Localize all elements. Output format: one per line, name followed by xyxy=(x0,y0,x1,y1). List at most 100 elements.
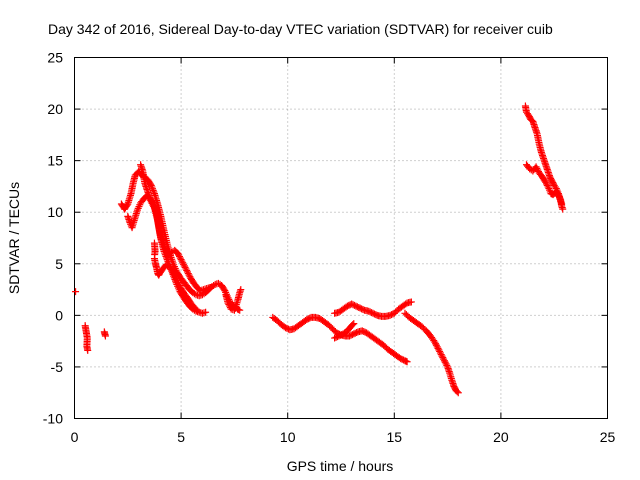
y-axis-label: SDTVAR / TECUs xyxy=(6,182,22,294)
x-tick-label: 0 xyxy=(71,429,79,445)
plus-point xyxy=(184,270,192,278)
series-seg-j xyxy=(269,313,411,366)
plus-point xyxy=(442,360,450,368)
plus-point xyxy=(180,262,188,270)
plus-point xyxy=(149,185,157,193)
plus-point xyxy=(545,184,553,192)
plus-point xyxy=(555,192,563,200)
plus-point xyxy=(147,181,155,189)
plus-point xyxy=(553,189,561,197)
plus-point xyxy=(163,256,171,264)
data-points xyxy=(72,102,567,397)
plus-point xyxy=(177,256,185,264)
plus-point xyxy=(225,301,233,309)
plus-point xyxy=(148,199,156,207)
plus-point xyxy=(202,308,210,316)
plus-point xyxy=(185,271,193,279)
plus-point xyxy=(175,251,183,259)
plus-point xyxy=(440,355,448,363)
series-seg-g xyxy=(150,255,201,314)
chart-title: Day 342 of 2016, Sidereal Day-to-day VTE… xyxy=(48,21,553,37)
plus-point xyxy=(170,270,178,278)
plus-point xyxy=(532,163,540,171)
series-seg-a xyxy=(72,288,80,296)
plot-frame xyxy=(74,57,608,419)
plus-point xyxy=(546,186,554,194)
plus-point xyxy=(149,201,157,209)
plus-point xyxy=(439,354,447,362)
plus-point xyxy=(179,260,187,268)
plus-point xyxy=(190,290,198,298)
x-tick-label: 10 xyxy=(280,429,296,445)
plus-point xyxy=(183,266,191,274)
plus-point xyxy=(146,180,154,188)
plus-point xyxy=(433,343,441,351)
plus-point xyxy=(431,338,439,346)
plus-point xyxy=(237,286,245,294)
plus-point xyxy=(163,254,171,262)
series-seg-m xyxy=(401,309,462,397)
plus-point xyxy=(454,389,462,397)
series-seg-h xyxy=(150,239,159,259)
plus-point xyxy=(441,358,449,366)
plus-point xyxy=(558,200,566,208)
y-tick-label: -10 xyxy=(43,411,63,427)
series-seg-l xyxy=(331,320,358,342)
plus-point xyxy=(440,357,448,365)
plus-point xyxy=(403,358,411,366)
plus-point xyxy=(192,305,200,313)
plus-point xyxy=(544,183,552,191)
y-tick-labels: -10 -5 0 5 10 15 20 25 xyxy=(43,50,63,427)
series-seg-o xyxy=(522,161,566,208)
plus-point xyxy=(554,191,562,199)
plus-point xyxy=(349,321,357,329)
plus-point xyxy=(443,361,451,369)
plus-point xyxy=(151,251,159,259)
plus-point xyxy=(175,280,183,288)
y-tick-label: 20 xyxy=(47,101,63,117)
plus-point xyxy=(350,320,358,328)
plus-point xyxy=(533,164,541,172)
plus-point xyxy=(193,306,201,314)
plus-point xyxy=(210,281,218,289)
plus-point xyxy=(176,253,184,261)
plus-point xyxy=(435,346,443,354)
plus-point xyxy=(407,298,415,306)
y-tick-label: 10 xyxy=(47,204,63,220)
plus-point xyxy=(182,265,190,273)
plus-point xyxy=(226,302,234,310)
plus-point xyxy=(178,257,186,265)
y-tick-label: 5 xyxy=(55,256,63,272)
plus-point xyxy=(176,281,184,289)
series-seg-c xyxy=(100,328,109,340)
series-seg-b xyxy=(81,322,92,354)
plus-point xyxy=(101,332,109,340)
y-tick-label: 0 xyxy=(55,307,63,323)
plus-point xyxy=(559,205,567,213)
plus-point xyxy=(148,183,156,191)
plus-point xyxy=(150,188,158,196)
plus-point xyxy=(147,198,155,206)
plus-point xyxy=(123,201,131,209)
plus-point xyxy=(534,166,542,174)
plus-point xyxy=(432,340,440,348)
plus-point xyxy=(453,388,461,396)
y-tick-label: 25 xyxy=(47,50,63,66)
x-tick-label: 15 xyxy=(387,429,403,445)
plus-point xyxy=(181,263,189,271)
plus-point xyxy=(176,254,184,262)
plus-point xyxy=(183,268,191,276)
plus-point xyxy=(84,346,92,354)
plus-point xyxy=(72,288,80,296)
plus-point xyxy=(432,341,440,349)
plus-point xyxy=(206,284,214,292)
plus-point xyxy=(552,188,560,196)
y-tick-label: 15 xyxy=(47,153,63,169)
y-tick-label: -5 xyxy=(51,359,64,375)
x-tick-label: 5 xyxy=(177,429,185,445)
plus-point xyxy=(437,351,445,359)
plus-point xyxy=(174,278,182,286)
x-tick-label: 20 xyxy=(493,429,509,445)
plus-point xyxy=(174,249,182,257)
